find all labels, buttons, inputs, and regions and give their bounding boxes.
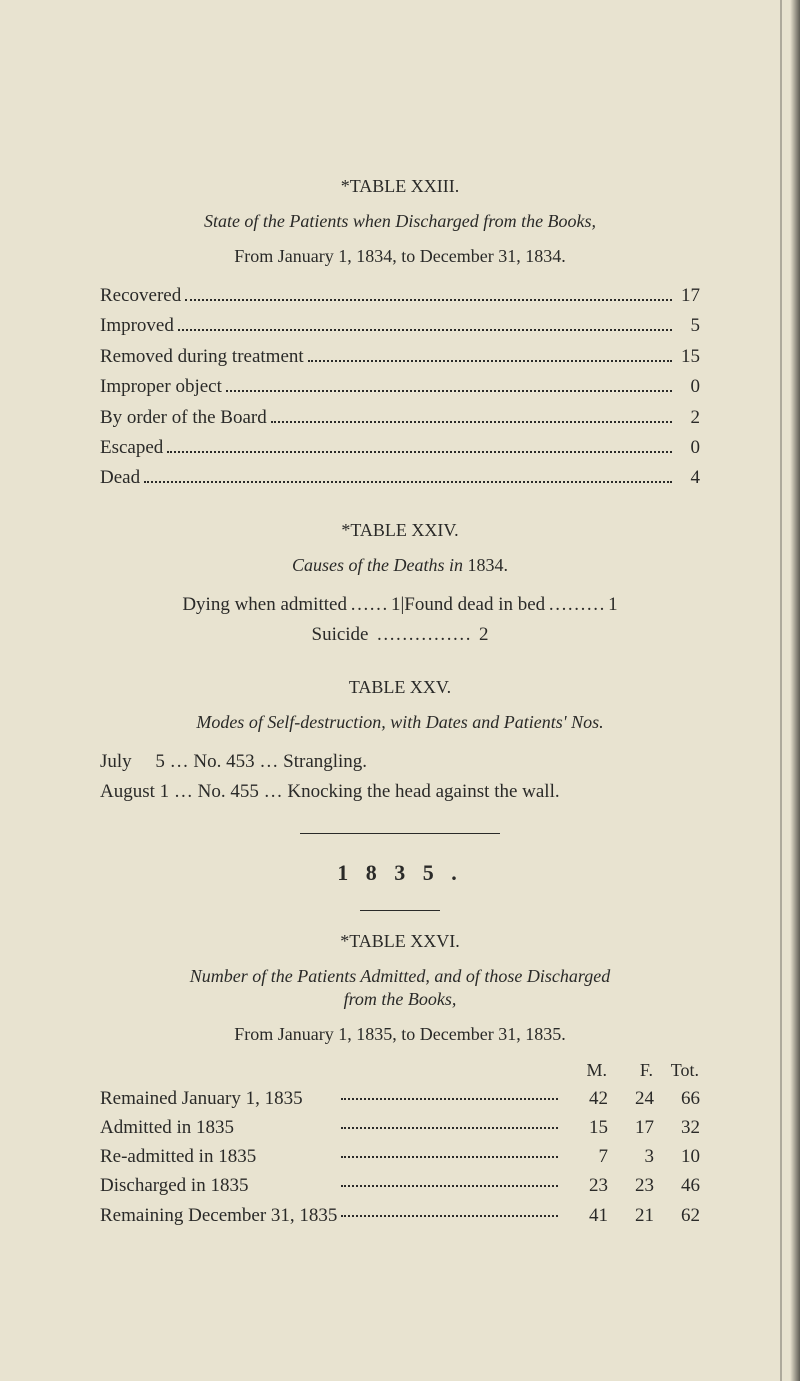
subtitle-year: 1834. [468,555,509,575]
cell-f: 24 [608,1082,654,1111]
page-edge-line [780,0,782,1381]
cell-tot: 66 [654,1082,700,1111]
row-value: 4 [676,463,700,493]
row-value: 2 [676,403,700,433]
dot-leader [341,1114,558,1129]
row-value: 0 [676,433,700,463]
col-f: F. [608,1059,654,1082]
list-item: Improved 5 [100,311,700,341]
row-value: 17 [676,281,700,311]
dot-leader [144,468,672,483]
cell-tot: 62 [654,1199,700,1228]
dot-sep: ……… [548,590,605,620]
table-xxv-subtitle: Modes of Self-destruction, with Dates an… [100,712,700,733]
dot-leader [341,1201,558,1216]
dot-leader [271,407,672,422]
dot-leader [178,316,672,331]
cell-m: 42 [562,1082,608,1111]
table-xxvi: M. F. Tot. Remained January 1, 1835 42 2… [100,1059,700,1228]
row-label: Dead [100,463,140,493]
table-xxiv-row: Dying when admitted …… 1 | Found dead in… [100,590,700,620]
table-row: Remaining December 31, 1835 41 21 62 [100,1199,700,1228]
row-val: 1 [608,590,618,620]
table-xxiv-row: Suicide …………… 2 [100,620,700,650]
row-value: 0 [676,372,700,402]
row-label: Discharged in 1835 [100,1170,337,1199]
year-separator: 1 8 3 5 . [100,860,700,886]
row-value: 5 [676,311,700,341]
cell-m: 15 [562,1112,608,1141]
row-label: Remained January 1, 1835 [100,1082,337,1111]
table-xxvi-subtitle-1: Number of the Patients Admitted, and of … [100,966,700,987]
cell-tot: 32 [654,1112,700,1141]
cell-m: 7 [562,1141,608,1170]
row-label: Escaped [100,433,163,463]
divider-rule [300,833,500,834]
list-item: By order of the Board 2 [100,403,700,433]
table-xxv-row-2: August 1 … No. 455 … Knocking the head a… [100,777,700,807]
row-label: Recovered [100,281,181,311]
row-label-2: Found dead in bed [404,590,545,620]
dot-sep: …………… [376,624,471,645]
row-label: Suicide [312,624,369,645]
row-label: Re-admitted in 1835 [100,1141,337,1170]
table-row: Discharged in 1835 23 23 46 [100,1170,700,1199]
cell-tot: 10 [654,1141,700,1170]
row-label: Improved [100,311,174,341]
table-xxvi-subtitle-2: from the Books, [100,989,700,1010]
document-page: *TABLE XXIII. State of the Patients when… [0,0,800,1381]
row-num: 1 [391,590,401,620]
table-xxiv-heading: *TABLE XXIV. [100,520,700,541]
row-label: Removed during treatment [100,342,304,372]
table-row: Remained January 1, 1835 42 24 66 [100,1082,700,1111]
dot-leader [341,1143,558,1158]
row-label: Admitted in 1835 [100,1112,337,1141]
page-edge-shadow [790,0,800,1381]
list-item: Recovered 17 [100,281,700,311]
table-xxv-heading: TABLE XXV. [100,677,700,698]
col-m: M. [562,1059,608,1082]
dot-leader [185,286,672,301]
table-xxiii-list: Recovered 17 Improved 5 Removed during t… [100,281,700,494]
table-header-row: M. F. Tot. [100,1059,700,1082]
cell-f: 3 [608,1141,654,1170]
table-xxvi-heading: *TABLE XXVI. [100,931,700,952]
list-item: Dead 4 [100,463,700,493]
dot-leader [167,438,672,453]
list-item: Escaped 0 [100,433,700,463]
cell-f: 21 [608,1199,654,1228]
cell-f: 23 [608,1170,654,1199]
subtitle-italic: Causes of the Deaths in [292,555,463,575]
table-row: Admitted in 1835 15 17 32 [100,1112,700,1141]
dot-sep: …… [350,590,388,620]
dot-leader [308,346,672,361]
row-label: Dying when admitted [182,590,347,620]
dot-leader [341,1084,558,1099]
row-label: By order of the Board [100,403,267,433]
col-tot: Tot. [654,1059,700,1082]
row-label: Remaining December 31, 1835 [100,1199,337,1228]
row-value: 15 [676,342,700,372]
dot-leader [341,1172,558,1187]
table-xxiii-heading: *TABLE XXIII. [100,176,700,197]
table-row: Re-admitted in 1835 7 3 10 [100,1141,700,1170]
list-item: Removed during treatment 15 [100,342,700,372]
row-val: 2 [479,624,489,645]
cell-m: 23 [562,1170,608,1199]
list-item: Improper object 0 [100,372,700,402]
cell-tot: 46 [654,1170,700,1199]
row-label: Improper object [100,372,222,402]
dot-leader [226,377,672,392]
cell-m: 41 [562,1199,608,1228]
cell-f: 17 [608,1112,654,1141]
table-xxiii-date: From January 1, 1834, to December 31, 18… [100,246,700,267]
table-xxiv-subtitle: Causes of the Deaths in 1834. [100,555,700,576]
table-xxv-row-1: July 5 … No. 453 … Strangling. [100,747,700,777]
table-xxvi-date: From January 1, 1835, to December 31, 18… [100,1024,700,1045]
short-divider [360,910,440,911]
table-xxiii-subtitle: State of the Patients when Discharged fr… [100,211,700,232]
